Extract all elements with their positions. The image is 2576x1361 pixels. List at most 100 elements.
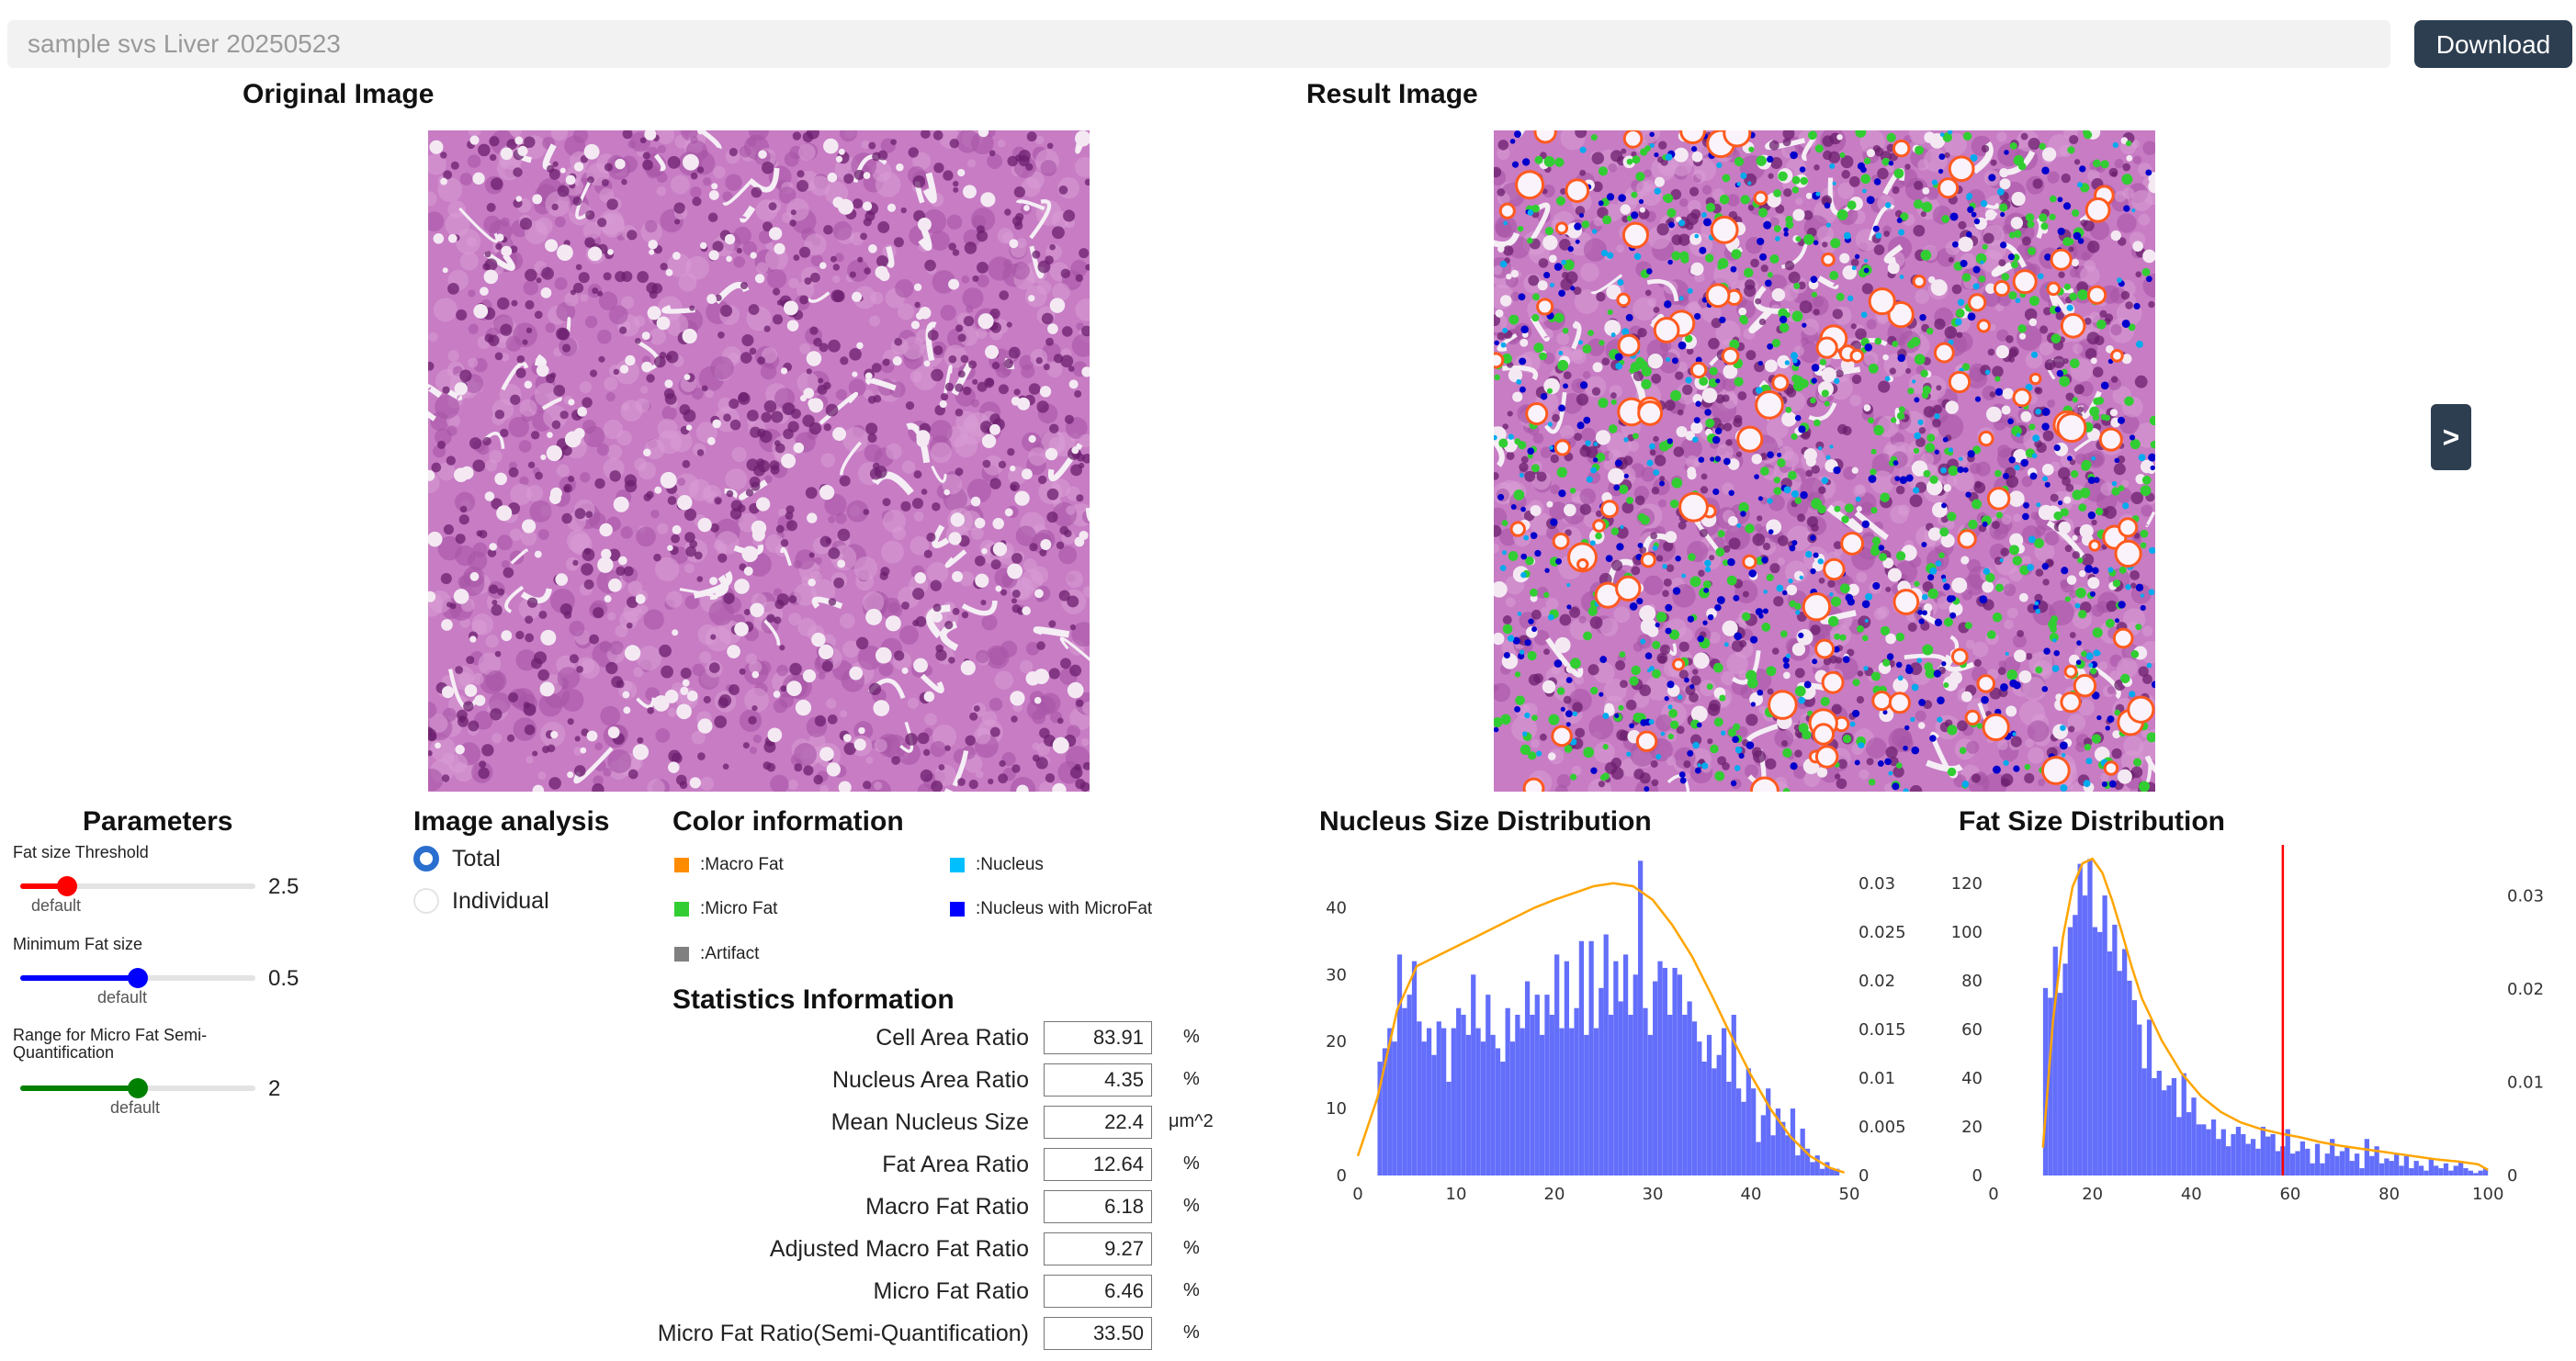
fat-droplet (835, 155, 843, 163)
nucleus-microfat-mark (2108, 780, 2117, 788)
nucleus (1811, 465, 1820, 474)
nucleus (2062, 477, 2071, 487)
nucleus-microfat-mark (1528, 618, 1534, 624)
cytoplasm-blob (961, 275, 970, 284)
fat-droplet (806, 351, 822, 366)
sinusoid (1985, 202, 1999, 209)
micro-fat-mark (1879, 553, 1887, 561)
cytoplasm-blob (428, 153, 446, 175)
nucleus (1851, 374, 1862, 385)
cytoplasm-blob (966, 478, 992, 503)
cytoplasm-blob (2141, 625, 2153, 637)
nucleus-microfat-mark (1967, 312, 1976, 321)
nucleus-microfat-mark (1764, 279, 1772, 287)
fat-droplet (1764, 359, 1778, 373)
cytoplasm-blob (599, 640, 612, 653)
nucleus (1596, 291, 1606, 302)
micro-fat-mark (1717, 264, 1723, 270)
fat-droplet (474, 694, 486, 706)
nucleus (1045, 337, 1054, 346)
micro-fat-mark (1706, 202, 1716, 212)
nucleus-mark (1980, 199, 1988, 208)
nucleus-microfat-mark (2041, 562, 2050, 570)
nucleus (2042, 579, 2050, 586)
nucleus-mark (1947, 130, 1953, 135)
cytoplasm-blob (699, 651, 712, 664)
nucleus (2122, 163, 2131, 172)
fat-droplet (1691, 151, 1703, 163)
fat-droplet (1499, 295, 1512, 307)
nucleus (717, 331, 725, 339)
fat-droplet (697, 517, 712, 533)
cytoplasm-blob (703, 176, 712, 186)
nucleus-microfat-mark (1783, 231, 1789, 237)
nucleus-microfat-mark (1520, 553, 1528, 560)
nucleus (442, 386, 450, 394)
nucleus-mark (1931, 179, 1938, 186)
nucleus (742, 742, 750, 749)
nucleus (1818, 577, 1825, 584)
cytoplasm-blob (853, 557, 878, 580)
nucleus-microfat-mark (1693, 312, 1701, 321)
nucleus (849, 348, 862, 361)
cytoplasm-blob (550, 130, 568, 141)
nucleus (1046, 142, 1054, 150)
download-button[interactable]: Download (2414, 20, 2572, 68)
fat-droplet (963, 185, 977, 199)
cytoplasm-blob (1052, 283, 1070, 301)
nucleus (524, 724, 536, 736)
nucleus (1654, 455, 1666, 467)
fat-droplet (559, 167, 566, 174)
fat-droplet (483, 269, 499, 285)
nucleus (1889, 367, 1896, 375)
nucleus (574, 508, 586, 520)
cytoplasm-blob (519, 399, 537, 417)
nucleus-microfat-mark (1974, 396, 1982, 402)
cytoplasm-blob (665, 591, 684, 608)
macro-fat-mark (1823, 557, 1846, 581)
sinusoid (722, 177, 754, 206)
nucleus-microfat-mark (1598, 200, 1604, 207)
nucleus (1831, 703, 1842, 714)
cytoplasm-blob (874, 781, 883, 791)
cytoplasm-blob (846, 500, 869, 523)
fat-droplet (1014, 490, 1030, 506)
nucleus-mark (1522, 731, 1528, 737)
fat-droplet (751, 528, 765, 542)
nucleus (1621, 501, 1634, 514)
sample-name-field[interactable]: sample svs Liver 20250523 (7, 20, 2390, 68)
nucleus-microfat-mark (1905, 474, 1914, 482)
sinusoid (653, 153, 666, 172)
cytoplasm-blob (459, 252, 479, 271)
nucleus (2106, 600, 2118, 613)
fat-droplet (832, 427, 847, 442)
micro-fat-mark (1757, 208, 1768, 218)
micro-fat-mark (2078, 503, 2087, 512)
cytoplasm-blob (809, 175, 830, 197)
cytoplasm-blob (580, 293, 589, 302)
micro-fat-mark (1632, 433, 1639, 440)
cytoplasm-blob (1643, 575, 1664, 596)
nucleus (730, 500, 743, 512)
fat-droplet (435, 742, 441, 749)
micro-fat-mark (2006, 669, 2018, 680)
fat-droplet (1805, 192, 1813, 199)
micro-fat-mark (1544, 226, 1554, 236)
fat-droplet (1866, 149, 1875, 158)
nucleus-microfat-mark (2053, 444, 2061, 452)
fat-droplet (619, 365, 629, 374)
nucleus (696, 449, 705, 456)
nucleus-mark (2003, 759, 2009, 766)
nucleus-mark (1966, 194, 1972, 201)
micro-fat-mark (1860, 174, 1871, 185)
nucleus-mark (1591, 229, 1598, 234)
cytoplasm-blob (691, 730, 706, 745)
sinusoid (750, 167, 780, 193)
nucleus-mark (2014, 465, 2020, 471)
nucleus (864, 267, 872, 275)
nucleus (863, 781, 872, 790)
nucleus (1700, 473, 1708, 480)
cytoplasm-blob (478, 652, 502, 676)
micro-fat-mark (2051, 333, 2062, 343)
nucleus (729, 508, 742, 520)
